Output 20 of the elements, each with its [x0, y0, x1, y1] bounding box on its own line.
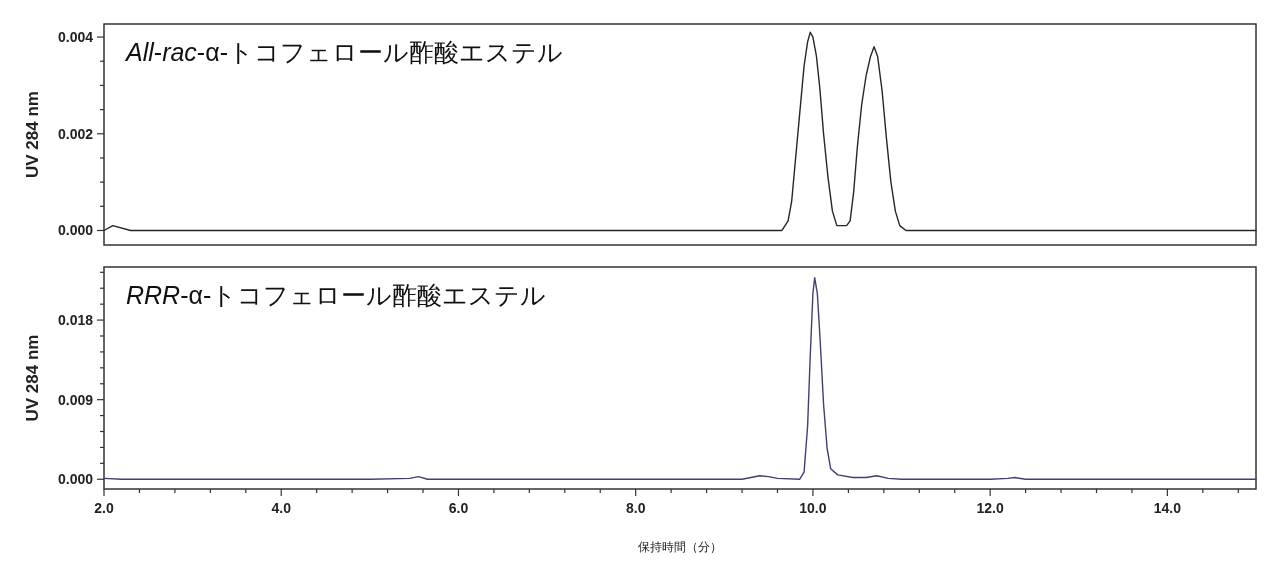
y-tick-label: 0.002: [57, 125, 94, 142]
x-tick-label: 2.0: [94, 500, 114, 516]
y-tick-label: 0.009: [57, 391, 94, 408]
x-tick-label: 14.0: [1153, 500, 1182, 516]
text: All-rac-α-トコフェロール酢酸エステル: [124, 38, 563, 66]
x-tick-label: 4.0: [271, 500, 292, 516]
x-tick-label: 8.0: [625, 500, 646, 516]
y-tick-label: 0.000: [57, 471, 94, 488]
x-tick-label: 12.0: [976, 500, 1004, 516]
line-series: [103, 31, 1257, 232]
x-tick-label: 10.0: [799, 500, 827, 516]
y-tick-label: 0.004: [57, 29, 94, 46]
y-tick-label: 0.018: [57, 312, 94, 329]
x-tick-label: 6.0: [448, 500, 469, 516]
line-series: [103, 276, 1257, 480]
y-tick-label: 0.000: [57, 222, 94, 239]
x-axis-title: 保持時間（分）: [638, 540, 722, 554]
text: RRR-α-トコフェロール酢酸エステル: [126, 281, 547, 309]
y-axis-title: UV 284 nm: [23, 334, 42, 422]
y-axis-title: UV 284 nm: [23, 91, 42, 178]
